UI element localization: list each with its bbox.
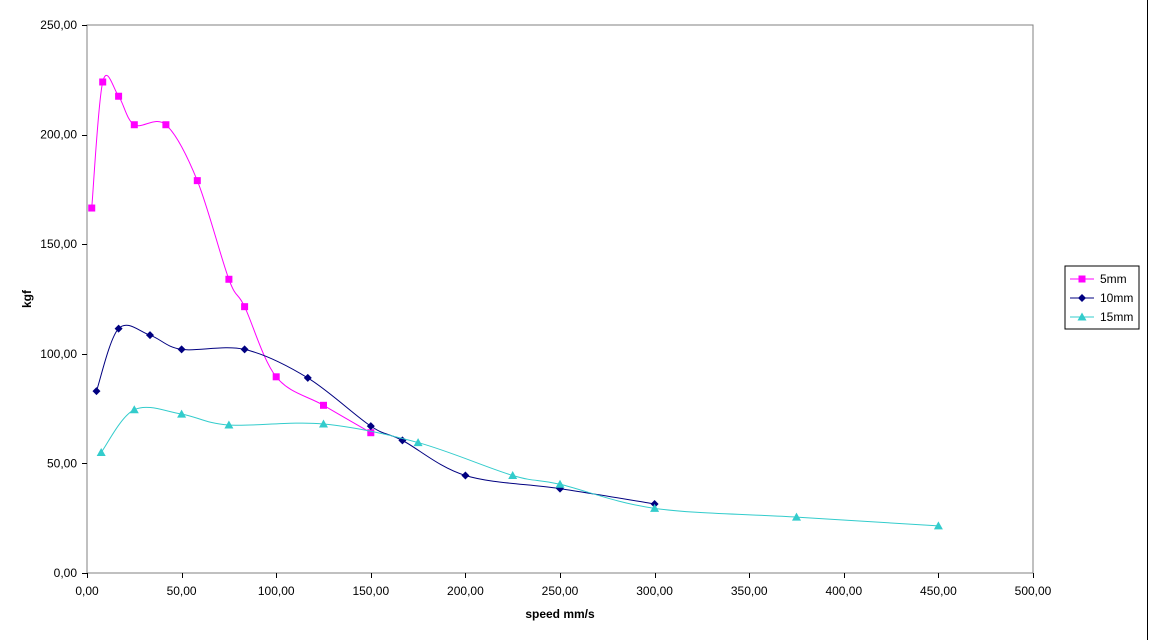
x-tick-label: 0,00 bbox=[75, 584, 99, 598]
series-15mm bbox=[96, 405, 943, 530]
series-line bbox=[95, 324, 655, 505]
series-10mm bbox=[92, 324, 659, 508]
data-point bbox=[508, 470, 518, 479]
data-point bbox=[146, 331, 155, 340]
y-tick-label: 50,00 bbox=[47, 456, 77, 470]
x-axis-title: speed mm/s bbox=[525, 607, 595, 621]
legend: 5mm 10mm 15mm bbox=[1064, 265, 1140, 330]
data-point bbox=[319, 419, 328, 428]
data-point bbox=[99, 78, 107, 86]
y-axis: 0,00 50,00 100,00 150,00 200,00 250,00 bbox=[40, 18, 87, 580]
data-point bbox=[129, 405, 139, 414]
data-point bbox=[96, 447, 106, 456]
data-point bbox=[367, 429, 375, 437]
data-point bbox=[225, 275, 233, 283]
legend-marker bbox=[1078, 294, 1086, 302]
data-point bbox=[162, 121, 170, 129]
y-tick-label: 150,00 bbox=[40, 237, 77, 251]
x-tick-label: 250,00 bbox=[542, 584, 579, 598]
legend-items: 5mm 10mm 15mm bbox=[1070, 272, 1133, 324]
series-5mm bbox=[88, 74, 375, 437]
y-axis-title: kgf bbox=[20, 289, 34, 308]
legend-item: 10mm bbox=[1070, 291, 1133, 305]
data-point bbox=[555, 479, 565, 488]
x-axis: 0,00 50,00 100,00 150,00 200,00 250,00 300,00 3… bbox=[75, 573, 1052, 598]
x-tick-label: 200,00 bbox=[447, 584, 484, 598]
data-point bbox=[650, 503, 660, 512]
data-point bbox=[792, 512, 801, 521]
data-point bbox=[413, 438, 423, 447]
x-tick-label: 150,00 bbox=[352, 584, 389, 598]
x-tick-label: 500,00 bbox=[1015, 584, 1052, 598]
legend-label: 15mm bbox=[1100, 310, 1133, 324]
x-tick-label: 50,00 bbox=[167, 584, 197, 598]
data-point bbox=[461, 471, 470, 480]
x-tick-label: 400,00 bbox=[825, 584, 862, 598]
data-point bbox=[177, 345, 186, 354]
data-point bbox=[88, 204, 96, 212]
data-point bbox=[92, 387, 101, 396]
legend-label: 10mm bbox=[1100, 291, 1133, 305]
y-tick-label: 0,00 bbox=[54, 566, 78, 580]
data-point bbox=[272, 373, 280, 381]
data-point bbox=[193, 177, 201, 185]
legend-label: 5mm bbox=[1100, 272, 1127, 286]
legend-item: 15mm bbox=[1070, 310, 1133, 324]
y-tick-label: 200,00 bbox=[40, 128, 77, 142]
data-point bbox=[114, 324, 123, 333]
legend-item: 5mm bbox=[1070, 272, 1127, 286]
x-tick-label: 350,00 bbox=[731, 584, 768, 598]
data-point bbox=[320, 401, 327, 409]
data-point bbox=[303, 373, 312, 382]
x-tick-label: 450,00 bbox=[920, 584, 957, 598]
data-point bbox=[241, 303, 249, 311]
data-point bbox=[366, 422, 375, 431]
data-point bbox=[240, 345, 249, 354]
data-point bbox=[224, 420, 234, 429]
series-layer bbox=[88, 74, 943, 530]
x-tick-label: 100,00 bbox=[258, 584, 295, 598]
legend-marker bbox=[1078, 275, 1086, 283]
y-tick-label: 100,00 bbox=[40, 347, 77, 361]
data-point bbox=[177, 409, 187, 418]
data-point bbox=[933, 521, 943, 530]
y-tick-label: 250,00 bbox=[40, 18, 77, 32]
data-point bbox=[115, 92, 123, 100]
data-point bbox=[130, 121, 138, 129]
legend-marker bbox=[1077, 312, 1087, 321]
x-tick-label: 300,00 bbox=[636, 584, 673, 598]
